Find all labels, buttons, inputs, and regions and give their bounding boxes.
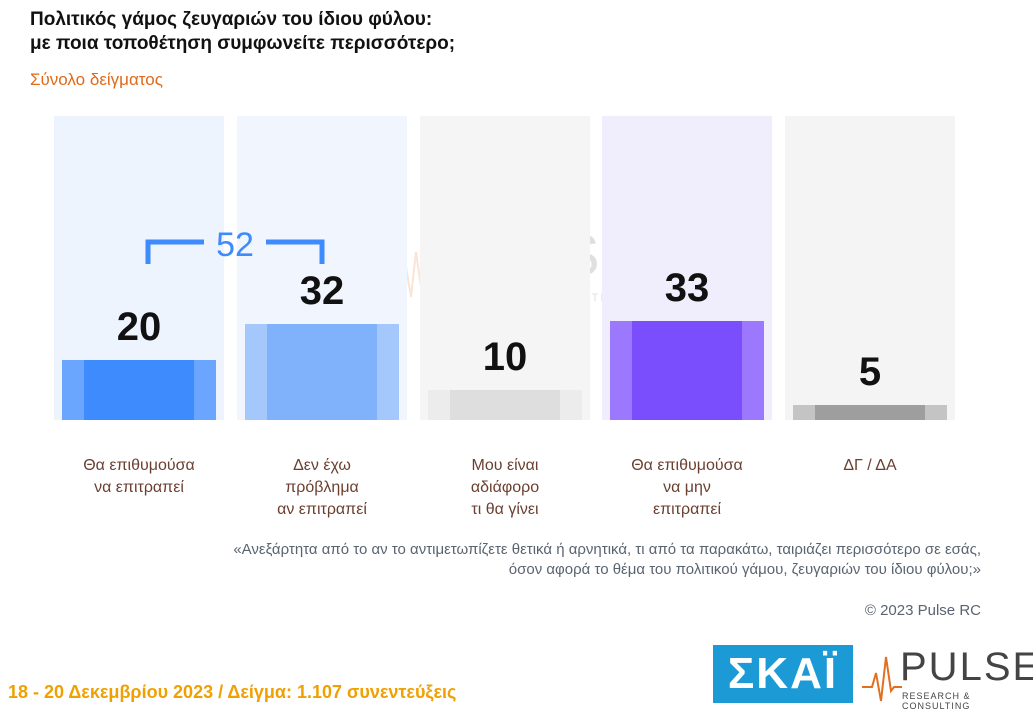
bracket-total-label: 52 xyxy=(216,226,254,264)
chart-subtitle: Σύνολο δείγματος xyxy=(30,70,163,89)
category-label: αδιάφορο xyxy=(471,479,539,496)
bar xyxy=(84,360,194,420)
category-label: Δεν έχω xyxy=(293,457,351,474)
bar xyxy=(632,321,742,420)
data-label: 32 xyxy=(300,269,345,313)
pulse-logo-subtext: RESEARCH & CONSULTING xyxy=(902,691,971,711)
category-label: επιτραπεί xyxy=(653,501,722,518)
skai-logo: ΣΚΑΪ xyxy=(713,645,853,703)
pulse-logo-text: PULSE xyxy=(900,645,1033,689)
data-label: 33 xyxy=(665,266,710,310)
bar-chart: 20 Θα επιθυμούσα να επιτραπεί 32 Δεν έχω πρόβ… xyxy=(54,116,955,518)
chart-title: Πολιτικός γάμος ζευγαριών του ίδιου φύλο… xyxy=(30,8,455,56)
title-line-1: Πολιτικός γάμος ζευγαριών του ίδιου φύλο… xyxy=(30,9,433,30)
pulse-logo-wave-icon xyxy=(862,656,902,702)
bar xyxy=(450,390,560,420)
bracket-left xyxy=(145,239,204,264)
survey-question: «Ανεξάρτητα από το αν το αντιμετωπίζετε … xyxy=(233,541,981,578)
pulse-logo: PULSE RESEARCH & CONSULTING xyxy=(862,645,1033,711)
category-label: Μου είναι xyxy=(472,457,539,474)
category-label: ΔΓ / ΔΑ xyxy=(843,457,897,474)
category-label: να επιτραπεί xyxy=(94,479,184,496)
category-label: τι θα γίνει xyxy=(471,501,539,518)
category-label: Θα επιθυμούσα xyxy=(631,457,743,474)
bar xyxy=(267,324,377,420)
copyright: © 2023 Pulse RC xyxy=(864,602,981,619)
category-label: πρόβλημα xyxy=(285,479,359,496)
title-line-2: με ποια τοποθέτηση συμφωνείτε περισσότερ… xyxy=(30,33,456,54)
category-label: να μην xyxy=(663,479,711,496)
bracket-right xyxy=(266,239,325,264)
column-background xyxy=(420,116,590,420)
bar xyxy=(815,405,925,420)
data-label: 5 xyxy=(859,350,881,394)
data-label: 10 xyxy=(483,335,528,379)
footer-date-sample: 18 - 20 Δεκεμβρίου 2023 / Δείγμα: 1.107 … xyxy=(8,682,457,702)
data-label: 20 xyxy=(117,305,162,349)
column-background xyxy=(785,116,955,420)
category-label: αν επιτραπεί xyxy=(277,501,367,518)
category-label: Θα επιθυμούσα xyxy=(83,457,195,474)
